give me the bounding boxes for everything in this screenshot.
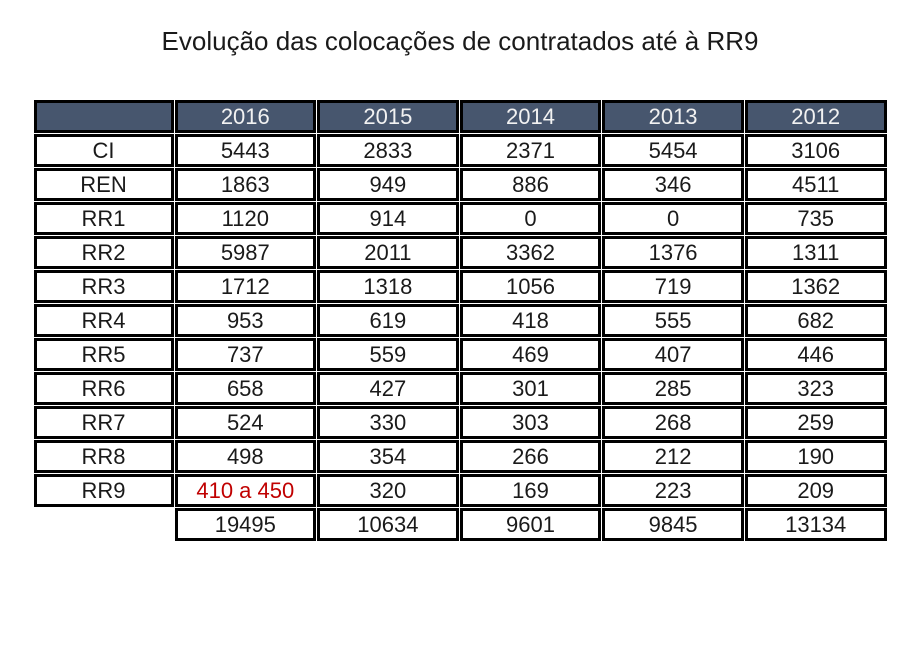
value-cell: 407	[602, 338, 744, 371]
table-row: RR1 1120 914 0 0 735	[33, 202, 887, 235]
value-cell: 1318	[317, 270, 459, 303]
placements-table: 2016 2015 2014 2013 2012 CI 5443 2833 2371 5454 3…	[33, 99, 888, 542]
value-cell: 410 a 450	[174, 474, 317, 507]
row-label: RR2	[33, 236, 174, 269]
value-cell: 1362	[744, 270, 887, 303]
total-cell: 10634	[317, 508, 459, 541]
row-label: RR4	[33, 304, 174, 337]
value-cell: 3362	[459, 236, 602, 269]
row-label: REN	[33, 168, 174, 201]
value-cell: 1712	[174, 270, 317, 303]
value-cell: 5987	[174, 236, 317, 269]
row-label: RR1	[33, 202, 174, 235]
table-row: RR8 498 354 266 212 190	[33, 440, 887, 473]
value-cell: 169	[459, 474, 602, 507]
value-cell: 223	[602, 474, 744, 507]
table-row: RR4 953 619 418 555 682	[33, 304, 887, 337]
value-cell: 949	[317, 168, 459, 201]
header-row: 2016 2015 2014 2013 2012	[33, 100, 887, 133]
value-cell: 259	[744, 406, 887, 439]
total-cell: 9845	[602, 508, 744, 541]
value-cell: 2371	[459, 134, 602, 167]
value-cell: 0	[459, 202, 602, 235]
value-cell: 427	[317, 372, 459, 405]
row-label: RR7	[33, 406, 174, 439]
value-cell: 0	[602, 202, 744, 235]
value-cell: 658	[174, 372, 317, 405]
total-cell: 13134	[744, 508, 887, 541]
value-cell: 446	[744, 338, 887, 371]
value-cell: 323	[744, 372, 887, 405]
value-cell: 190	[744, 440, 887, 473]
value-cell: 266	[459, 440, 602, 473]
value-cell: 1376	[602, 236, 744, 269]
value-cell: 354	[317, 440, 459, 473]
value-cell: 719	[602, 270, 744, 303]
year-header: 2012	[744, 100, 887, 133]
value-cell: 5454	[602, 134, 744, 167]
value-cell: 3106	[744, 134, 887, 167]
value-cell: 682	[744, 304, 887, 337]
table-row: REN 1863 949 886 346 4511	[33, 168, 887, 201]
value-cell: 1056	[459, 270, 602, 303]
row-label: RR3	[33, 270, 174, 303]
row-label: RR8	[33, 440, 174, 473]
value-cell: 303	[459, 406, 602, 439]
value-cell: 2011	[317, 236, 459, 269]
table-row: RR5 737 559 469 407 446	[33, 338, 887, 371]
value-cell: 469	[459, 338, 602, 371]
year-header: 2016	[174, 100, 317, 133]
row-label: RR9	[33, 474, 174, 507]
value-cell: 559	[317, 338, 459, 371]
row-label: RR5	[33, 338, 174, 371]
value-cell: 268	[602, 406, 744, 439]
value-cell: 1863	[174, 168, 317, 201]
value-cell: 619	[317, 304, 459, 337]
value-cell: 209	[744, 474, 887, 507]
value-cell: 735	[744, 202, 887, 235]
value-cell: 330	[317, 406, 459, 439]
value-cell: 2833	[317, 134, 459, 167]
year-header: 2015	[317, 100, 459, 133]
value-cell: 346	[602, 168, 744, 201]
value-cell: 4511	[744, 168, 887, 201]
value-cell: 555	[602, 304, 744, 337]
value-cell: 524	[174, 406, 317, 439]
table-body: CI 5443 2833 2371 5454 3106 REN 1863 949 886 346 45…	[33, 134, 887, 541]
value-cell: 914	[317, 202, 459, 235]
total-cell: 19495	[174, 508, 317, 541]
table-row: RR6 658 427 301 285 323	[33, 372, 887, 405]
value-cell: 737	[174, 338, 317, 371]
table-row: CI 5443 2833 2371 5454 3106	[33, 134, 887, 167]
row-label: CI	[33, 134, 174, 167]
value-cell: 886	[459, 168, 602, 201]
value-cell: 301	[459, 372, 602, 405]
table-row: RR7 524 330 303 268 259	[33, 406, 887, 439]
year-header: 2014	[459, 100, 602, 133]
table-row: RR3 1712 1318 1056 719 1362	[33, 270, 887, 303]
value-cell: 285	[602, 372, 744, 405]
corner-cell	[33, 100, 174, 133]
table-header: 2016 2015 2014 2013 2012	[33, 100, 887, 133]
value-cell: 418	[459, 304, 602, 337]
value-cell: 212	[602, 440, 744, 473]
page-title: Evolução das colocações de contratados a…	[161, 26, 759, 56]
totals-row: 19495 10634 9601 9845 13134	[34, 508, 887, 541]
total-cell: 9601	[459, 508, 602, 541]
value-cell: 498	[174, 440, 317, 473]
table-row: RR2 5987 2011 3362 1376 1311	[33, 236, 887, 269]
value-cell: 320	[317, 474, 459, 507]
year-header: 2013	[602, 100, 744, 133]
value-cell: 1120	[174, 202, 317, 235]
row-label: RR6	[33, 372, 174, 405]
value-cell: 5443	[174, 134, 317, 167]
value-cell: 953	[174, 304, 317, 337]
value-cell: 1311	[744, 236, 887, 269]
empty-corner	[34, 508, 174, 541]
table-row: RR9 410 a 450 320 169 223 209	[33, 474, 887, 507]
